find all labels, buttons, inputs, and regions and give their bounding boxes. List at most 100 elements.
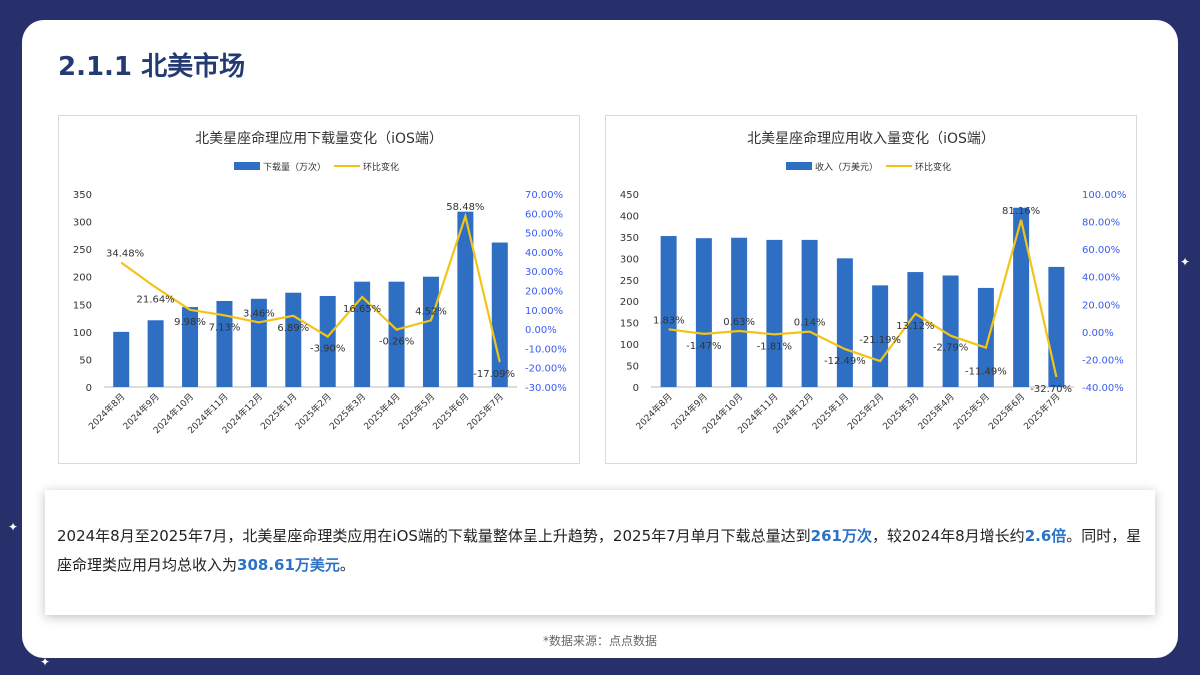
y2-tick-label: 30.00% [525, 267, 563, 278]
y2-tick-label: 100.00% [1082, 190, 1127, 201]
y-tick-label: 0 [86, 383, 92, 394]
line-data-label: -11.49% [965, 367, 1007, 378]
legend-bar-label: 收入（万美元） [815, 161, 878, 173]
y2-tick-label: 20.00% [525, 287, 563, 298]
data-source: *数据来源：点点数据 [542, 634, 657, 648]
y2-tick-label: -20.00% [1082, 355, 1124, 366]
y-tick-label: 200 [73, 273, 92, 284]
line-data-label: -21.19% [859, 335, 901, 346]
star-icon: ✦ [40, 655, 51, 669]
bar [1048, 266, 1065, 387]
y2-tick-label: 40.00% [525, 248, 563, 259]
y2-tick-label: 10.00% [525, 306, 563, 317]
bar [182, 307, 199, 387]
chart-title: 北美星座命理应用收入量变化（iOS端） [747, 130, 995, 147]
bar [1013, 207, 1030, 387]
x-tick-label: 2025年3月 [880, 391, 921, 432]
line-data-label: -3.90% [310, 344, 345, 355]
x-tick-label: 2025年2月 [845, 391, 886, 432]
y2-tick-label: 0.00% [525, 325, 557, 336]
bar [285, 292, 302, 387]
chart-title: 北美星座命理应用下载量变化（iOS端） [195, 130, 443, 147]
y-tick-label: 250 [73, 245, 92, 256]
bar [872, 285, 889, 387]
line-data-label: 9.98% [174, 317, 206, 328]
line-data-label: -32.70% [1030, 384, 1072, 395]
bar [695, 238, 712, 387]
line-data-label: -1.47% [686, 341, 721, 352]
x-tick-label: 2025年1月 [810, 391, 851, 432]
legend-bar-swatch [234, 162, 260, 170]
line-data-label: 3.46% [243, 308, 275, 319]
x-tick-label: 2025年5月 [951, 391, 992, 432]
line-data-label: 6.89% [277, 323, 309, 334]
summary-box: 2024年8月至2025年7月，北美星座命理类应用在iOS端的下载量整体呈上升趋… [45, 490, 1155, 615]
line-data-label: 0.14% [794, 318, 826, 329]
line-data-label: 0.63% [723, 317, 755, 328]
y2-tick-label: 20.00% [1082, 300, 1120, 311]
summary-text: 2024年8月至2025年7月，北美星座命理类应用在iOS端的下载量整体呈上升趋… [57, 527, 1142, 574]
line-data-label: -12.49% [824, 356, 866, 367]
bar [731, 237, 748, 387]
y2-tick-label: -10.00% [525, 344, 567, 355]
line-data-label: 81.16% [1002, 206, 1040, 217]
legend-bar-label: 下载量（万次） [263, 161, 326, 173]
bar [147, 320, 164, 387]
downloads-chart: 北美星座命理应用下载量变化（iOS端） 下载量（万次） 环比变化 0 50 100 150 2… [58, 115, 580, 464]
bar [388, 281, 405, 387]
x-tick-label: 2025年1月 [258, 391, 299, 432]
line-data-label: 4.52% [415, 306, 447, 317]
bar [766, 239, 783, 387]
x-tick-label: 2025年4月 [915, 391, 956, 432]
x-tick-label: 2025年7月 [464, 391, 505, 432]
bar [457, 211, 474, 387]
y-tick-label: 150 [620, 319, 639, 330]
bar [907, 272, 924, 387]
y2-tick-label: -20.00% [525, 364, 567, 375]
legend-line-label: 环比变化 [363, 161, 399, 173]
x-tick-label: 2025年6月 [430, 391, 471, 432]
y-tick-label: 100 [73, 328, 92, 339]
star-icon: ✦ [8, 520, 19, 534]
bar [491, 242, 508, 387]
x-tick-label: 2025年3月 [327, 391, 368, 432]
change-line [120, 212, 501, 363]
x-tick-label: 2025年7月 [1021, 391, 1062, 432]
page-title: 2.1.1 北美市场 [58, 52, 246, 82]
y2-tick-label: -40.00% [1082, 383, 1124, 394]
bar [216, 300, 233, 387]
y2-tick-label: 40.00% [1082, 273, 1120, 284]
y-tick-label: 300 [73, 218, 92, 229]
bar [801, 239, 818, 387]
y-tick-label: 50 [79, 355, 92, 366]
x-tick-label: 2025年5月 [396, 391, 437, 432]
legend-bar-swatch [786, 162, 812, 170]
y-tick-label: 200 [620, 297, 639, 308]
line-data-label: -17.09% [473, 369, 515, 380]
x-tick-label: 2025年4月 [361, 391, 402, 432]
y2-tick-label: 0.00% [1082, 328, 1114, 339]
y-tick-label: 400 [620, 211, 639, 222]
line-data-label: -0.26% [379, 337, 414, 348]
bar [836, 258, 853, 387]
y2-tick-label: 60.00% [525, 209, 563, 220]
star-icon: ✦ [1180, 255, 1191, 269]
y-tick-label: 300 [620, 254, 639, 265]
bar [113, 331, 130, 387]
change-line [668, 219, 1058, 378]
line-data-label: 34.48% [106, 249, 144, 260]
line-data-label: 16.65% [343, 304, 381, 315]
y-tick-label: 450 [620, 190, 639, 201]
x-tick-label: 2024年8月 [86, 391, 127, 432]
bar [660, 236, 677, 387]
line-data-label: 13.12% [896, 321, 934, 332]
y-tick-label: 50 [626, 362, 639, 373]
line-data-label: 58.48% [446, 202, 484, 213]
y2-tick-label: 80.00% [1082, 218, 1120, 229]
x-tick-label: 2025年2月 [292, 391, 333, 432]
y-tick-label: 0 [633, 383, 639, 394]
y2-tick-label: 50.00% [525, 229, 563, 240]
line-data-label: 1.83% [653, 315, 685, 326]
bar [354, 281, 371, 387]
line-data-label: 21.64% [137, 294, 175, 305]
